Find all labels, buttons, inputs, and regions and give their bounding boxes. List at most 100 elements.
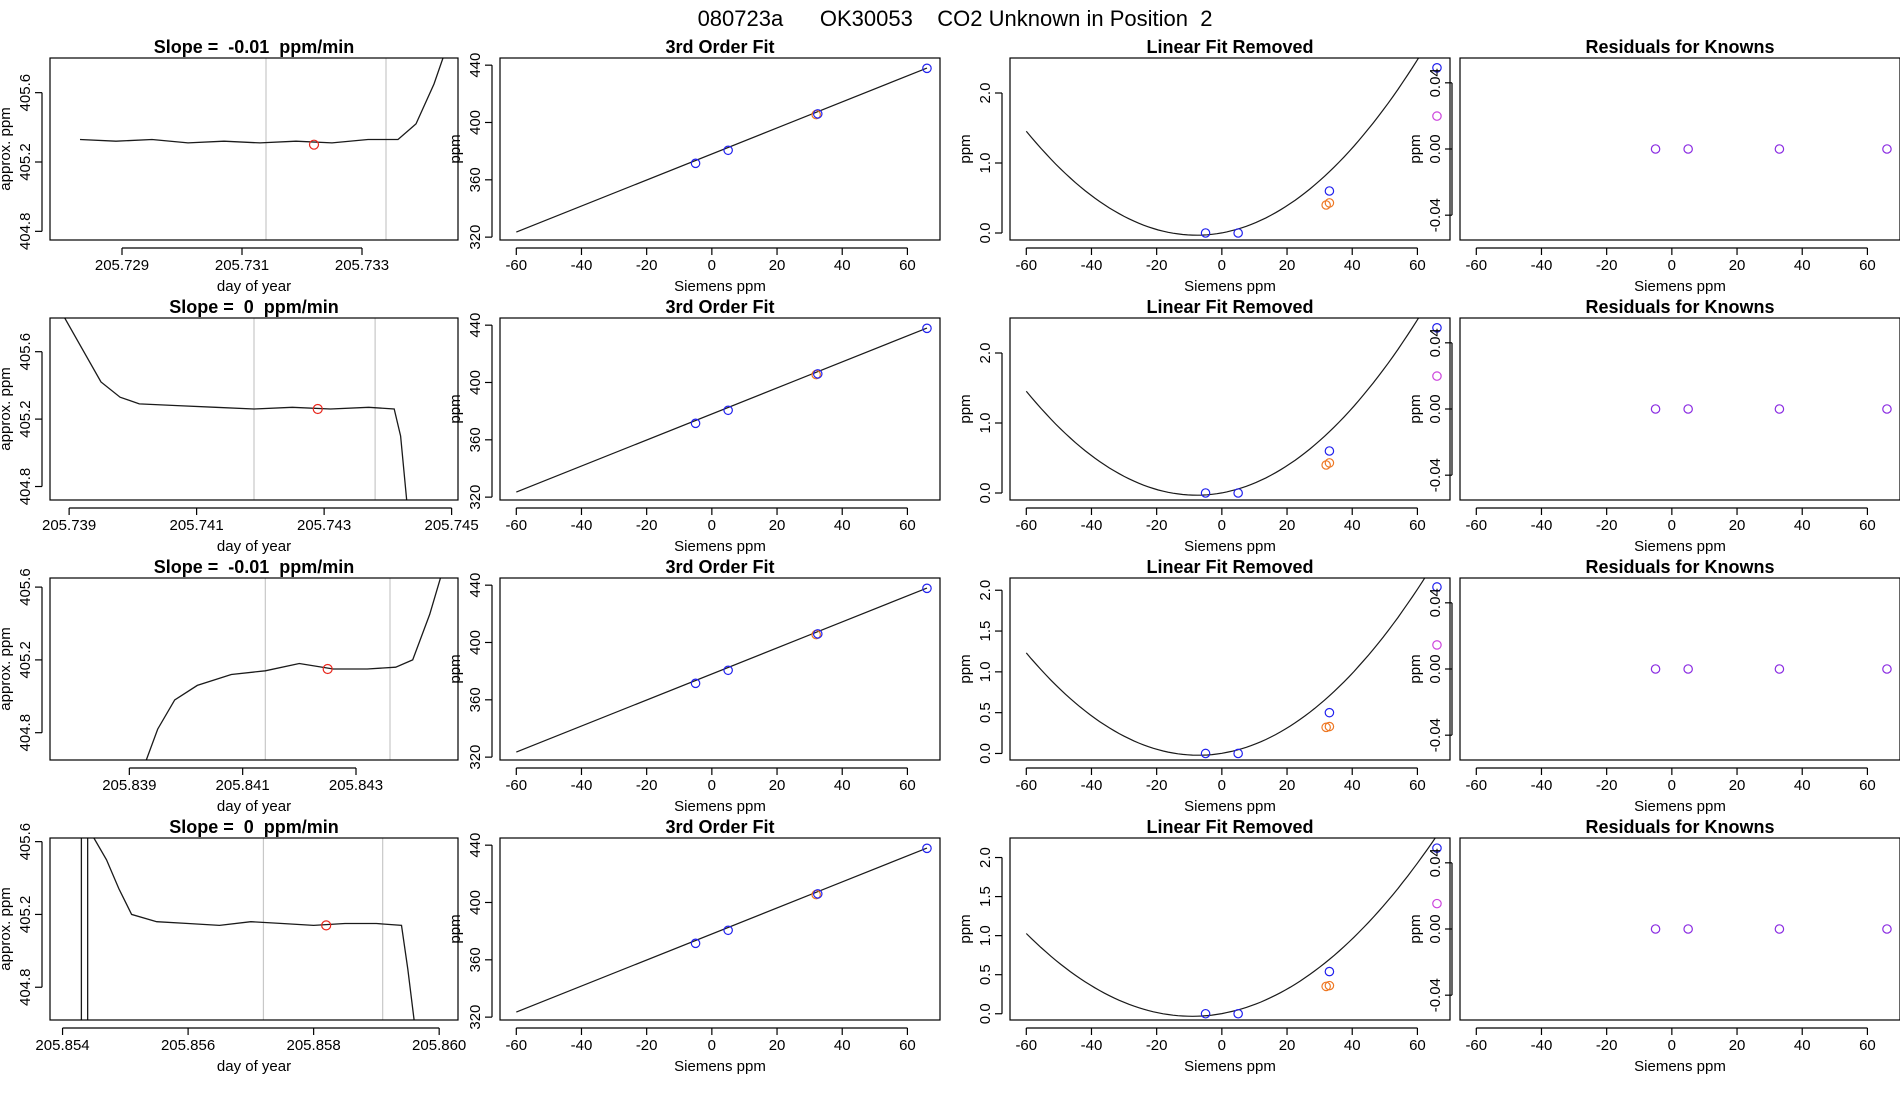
x-tick-label: -40 (571, 777, 593, 794)
plot-frame (499, 577, 941, 761)
residual-point (1650, 144, 1661, 154)
y-tick-label: 0.5 (977, 964, 994, 985)
plot-frame (1009, 317, 1451, 501)
panel-r3-c1: 205.839 205.841 205.843 404.8 405.2 405.6 Slop… (0, 557, 459, 815)
fit-line (516, 327, 928, 493)
x-tick-label: 20 (769, 1037, 786, 1054)
trace-line (145, 578, 442, 760)
x-tick-label: 40 (1794, 517, 1811, 534)
y-tick-label: 0.5 (977, 702, 994, 723)
fit-line (516, 67, 928, 233)
x-tick-label: 205.860 (412, 1037, 466, 1054)
y-tick-label: 0.00 (1427, 134, 1444, 163)
y-tick-label: 2.0 (977, 580, 994, 601)
x-tick-label: 205.841 (216, 777, 270, 794)
residual-point (1882, 144, 1892, 154)
plot-area (1650, 924, 1892, 934)
x-tick-label: -20 (636, 257, 658, 274)
x-tick-label: -60 (1465, 257, 1487, 274)
known-point (1233, 1008, 1243, 1019)
known-point (1432, 843, 1442, 853)
x-tick-label: -60 (1465, 777, 1487, 794)
orange-point (1324, 458, 1335, 468)
y-tick-label: 440 (467, 833, 484, 858)
panel-r1-c3: -60 -40 -20 0 20 40 60 0.0 1.0 2.0 Linear Fit Remo… (957, 37, 1451, 295)
y-tick-label: 1.0 (977, 153, 994, 174)
panel-r4-c1: 205.854 205.856 205.858 205.860 404.8 405.2 40… (0, 817, 466, 1075)
x-tick-label: 20 (1279, 1037, 1296, 1054)
x-tick-label: 40 (1794, 257, 1811, 274)
x-axis-label: Siemens ppm (674, 798, 766, 815)
plot-frame (1459, 57, 1900, 241)
plot-frame (1009, 837, 1451, 1021)
plot-area (1650, 404, 1892, 414)
plot-frame (1459, 317, 1900, 501)
y-tick-label: 320 (467, 485, 484, 510)
y-tick-label: 0.0 (977, 483, 994, 504)
residual-point (1774, 924, 1785, 934)
y-tick-label: 0.0 (977, 1003, 994, 1024)
y-tick-label: 360 (467, 167, 484, 192)
panel-title: Slope = -0.01 ppm/min (154, 557, 355, 577)
x-tick-label: 205.745 (425, 517, 479, 534)
panel-title: 3rd Order Fit (665, 37, 774, 57)
x-axis-label: day of year (217, 798, 291, 815)
y-tick-label: 440 (467, 573, 484, 598)
known-point (723, 925, 733, 936)
panel-r1-c4: -60 -40 -20 0 20 40 60 -0.04 0.00 0.04 Residuals f… (1407, 37, 1900, 295)
y-tick-label: 405.6 (17, 333, 34, 371)
x-tick-label: -20 (1146, 777, 1168, 794)
x-tick-label: 40 (834, 517, 851, 534)
x-tick-label: 20 (1729, 777, 1746, 794)
x-axis-label: Siemens ppm (1184, 1058, 1276, 1075)
x-tick-label: -20 (1146, 257, 1168, 274)
panel-title: Linear Fit Removed (1146, 557, 1313, 577)
panel-title: Slope = -0.01 ppm/min (154, 37, 355, 57)
plot-area (1025, 838, 1442, 1019)
x-tick-label: -60 (505, 777, 527, 794)
x-tick-label: 20 (769, 257, 786, 274)
x-tick-label: 0 (708, 257, 716, 274)
x-tick-label: -60 (1015, 777, 1037, 794)
fit-curve (1025, 318, 1420, 496)
known-point (1432, 322, 1442, 333)
plot-area (1650, 664, 1892, 674)
y-axis-label: approx. ppm (0, 627, 14, 710)
x-tick-label: 20 (1729, 257, 1746, 274)
known-point (812, 889, 823, 899)
x-tick-label: -20 (636, 777, 658, 794)
y-tick-label: 400 (467, 630, 484, 655)
residual-point (1650, 404, 1661, 414)
fit-curve (1025, 578, 1426, 756)
known-point (1432, 582, 1442, 592)
known-point (922, 843, 932, 854)
x-tick-label: 0 (708, 1037, 716, 1054)
known-point (1324, 707, 1335, 718)
known-point (812, 369, 823, 379)
known-point (1233, 488, 1243, 498)
orange-point (1324, 198, 1335, 208)
y-axis-label: ppm (957, 654, 974, 683)
plot-frame (49, 57, 459, 241)
plot-frame (1009, 57, 1451, 241)
orange-point (1324, 721, 1335, 732)
x-tick-label: 20 (1729, 517, 1746, 534)
x-tick-label: 205.731 (215, 257, 269, 274)
known-point (723, 665, 733, 676)
plot-area (1025, 318, 1442, 498)
known-point (1200, 1008, 1211, 1019)
plot-area (516, 323, 932, 493)
y-axis-label: ppm (1407, 914, 1424, 943)
panel-title: Slope = 0 ppm/min (169, 817, 339, 837)
known-point (922, 323, 932, 334)
y-axis-label: ppm (957, 914, 974, 943)
x-axis-label: Siemens ppm (1634, 538, 1726, 555)
panel-r2-c3: -60 -40 -20 0 20 40 60 0.0 1.0 2.0 Linear Fit Remo… (957, 297, 1451, 555)
y-tick-label: 360 (467, 947, 484, 972)
x-tick-label: 205.733 (335, 257, 389, 274)
residual-point (1650, 664, 1661, 674)
panel-r1-c1: 205.729 205.731 205.733 404.8 405.2 405.6 Slop… (0, 37, 459, 295)
plot-area (1025, 578, 1442, 759)
x-tick-label: -20 (636, 1037, 658, 1054)
panel-title: 3rd Order Fit (665, 557, 774, 577)
